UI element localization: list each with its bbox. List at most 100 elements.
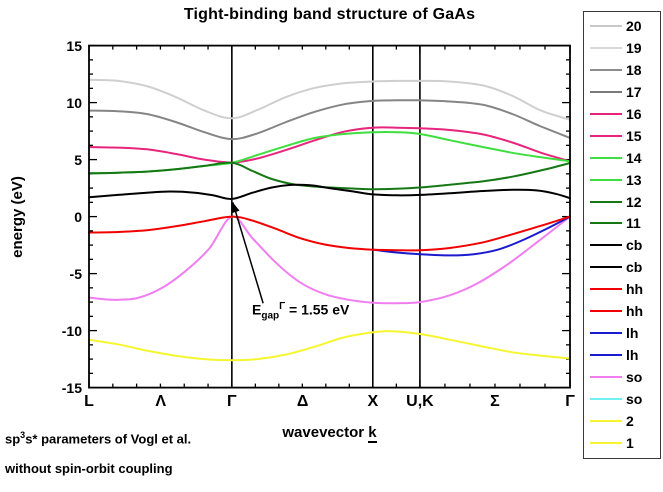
legend-label: hh: [626, 281, 644, 298]
x-axis-label-text: wavevector: [282, 424, 369, 441]
band-curve-band-lh: [371, 215, 571, 257]
legend-item: lh: [590, 348, 656, 362]
legend-line-swatch: [590, 134, 622, 137]
band-curve-band-15-16: [88, 126, 571, 164]
legend-line-swatch: [590, 178, 622, 181]
legend-item: so: [590, 392, 656, 406]
legend-line-swatch: [590, 354, 622, 357]
legend-item: 15: [590, 129, 656, 143]
legend-item: 18: [590, 63, 656, 77]
band-curve-band-19-20: [88, 78, 571, 121]
x-tick-label: Δ: [296, 393, 309, 410]
legend-line-swatch: [590, 266, 622, 269]
legend-line-swatch: [590, 200, 622, 203]
legend-label: cb: [626, 237, 643, 254]
legend-line-swatch: [590, 376, 622, 378]
legend-item: hh: [590, 282, 656, 296]
band-curve-band-hh: [88, 215, 571, 252]
gap-superscript: Γ: [279, 301, 286, 312]
legend-line-swatch: [590, 441, 622, 444]
legend-label: 13: [626, 171, 642, 188]
legend-line-swatch: [590, 288, 622, 291]
y-tick-label: 15: [66, 37, 82, 54]
legend-label: 17: [626, 83, 642, 100]
x-tick-label: Σ: [490, 393, 500, 410]
legend-item: cb: [590, 260, 656, 274]
plot-border: [88, 44, 571, 389]
y-tick-label: 10: [66, 94, 82, 111]
band-curve-band-11-12: [88, 161, 571, 191]
legend-label: 19: [626, 39, 642, 56]
legend-label: 18: [626, 61, 642, 78]
x-axis-label: wavevector k: [89, 424, 570, 443]
legend-item: 20: [590, 19, 656, 33]
legend-label: so: [626, 390, 643, 407]
y-tick-label: -5: [69, 265, 82, 282]
y-axis-label: energy (eV): [9, 176, 26, 258]
x-tick-label: Λ: [155, 393, 166, 410]
legend-item: 1: [590, 436, 656, 450]
gap-annotation: EgapΓ = 1.55 eV: [252, 301, 349, 321]
legend-item: 2: [590, 414, 656, 428]
legend-item: cb: [590, 238, 656, 252]
legend-label: cb: [626, 259, 643, 276]
legend-line-swatch: [590, 244, 622, 247]
band-curve-band-17-18: [88, 99, 571, 141]
legend-item: 11: [590, 216, 656, 230]
legend-line-swatch: [590, 112, 622, 115]
legend-line-swatch: [590, 397, 622, 400]
legend-label: 2: [626, 412, 634, 429]
legend-line-swatch: [590, 90, 622, 93]
legend-line-swatch: [590, 25, 622, 27]
band-curve-band-so: [88, 215, 571, 305]
legend-item: 13: [590, 173, 656, 187]
legend-line-swatch: [590, 156, 622, 159]
legend-label: hh: [626, 303, 644, 320]
legend-label: 16: [626, 105, 642, 122]
band-curve-band-1-2: [88, 330, 571, 362]
legend-label: 14: [626, 149, 642, 166]
legend-line-swatch: [590, 419, 622, 422]
legend-item: 12: [590, 195, 656, 209]
legend-label: 12: [626, 193, 642, 210]
legend-label: so: [626, 369, 643, 385]
legend-line-swatch: [590, 68, 622, 71]
legend-label: 1: [626, 434, 634, 451]
legend: 20 19 18 17 16 15 14 13 12 11 cb cb hh hh lh lh so so 2 1: [583, 11, 661, 459]
legend-label: 20: [626, 18, 642, 34]
footnote-parameters: sp3s* parameters of Vogl et al.: [5, 430, 192, 447]
gap-arrow-head: [231, 202, 240, 214]
legend-item: 17: [590, 85, 656, 99]
legend-item: so: [590, 370, 656, 384]
x-axis-label-k: k: [368, 424, 377, 443]
gap-subscript: gap: [261, 310, 280, 322]
legend-label: 11: [626, 215, 641, 232]
y-tick-label: -10: [61, 322, 82, 339]
gap-arrow-shaft: [232, 202, 264, 304]
x-tick-label: L: [84, 393, 94, 410]
legend-item: hh: [590, 304, 656, 318]
legend-item: lh: [590, 326, 656, 340]
legend-item: 16: [590, 107, 656, 121]
x-tick-label: Γ: [565, 393, 575, 410]
legend-item: 14: [590, 151, 656, 165]
legend-label: 15: [626, 127, 642, 144]
legend-label: lh: [626, 325, 639, 342]
legend-label: lh: [626, 347, 639, 364]
x-tick-label: U,K: [406, 393, 434, 410]
y-tick-label: -15: [61, 379, 82, 396]
chart-title: Tight-binding band structure of GaAs: [183, 6, 476, 23]
x-tick-label: X: [367, 393, 379, 410]
legend-line-swatch: [590, 310, 622, 313]
y-tick-label: 0: [74, 208, 82, 225]
gap-value: = 1.55 eV: [285, 301, 350, 318]
legend-line-swatch: [590, 46, 622, 49]
x-tick-label: Γ: [227, 393, 237, 410]
legend-item: 19: [590, 41, 656, 55]
gap-symbol: E: [252, 301, 262, 318]
band-curve-band-cb: [88, 183, 571, 200]
legend-line-swatch: [590, 222, 622, 225]
y-tick-label: 5: [74, 151, 82, 168]
